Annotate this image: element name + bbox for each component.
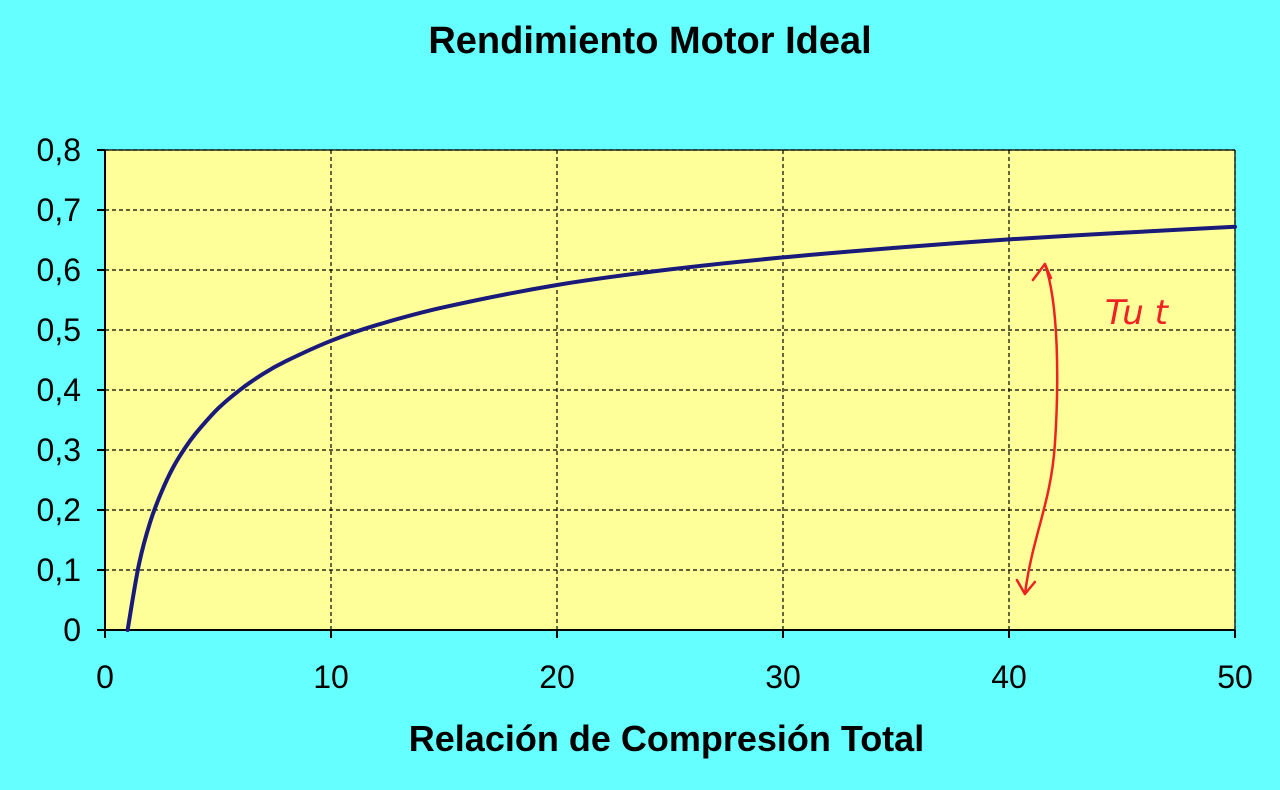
series-group <box>125 224 1237 632</box>
x-tick-label: 10 <box>313 659 349 695</box>
x-tick-label: 50 <box>1217 659 1253 695</box>
x-tick-label: 40 <box>991 659 1027 695</box>
handwritten-annotation: Tu t <box>1015 262 1170 596</box>
axes <box>97 149 1236 638</box>
y-tick-label: 0,1 <box>37 552 81 588</box>
x-tick-label: 30 <box>765 659 801 695</box>
annotation-arrowhead-top <box>1031 262 1053 282</box>
chart-title: Rendimiento Motor Ideal <box>428 20 872 62</box>
y-tick-label: 0,2 <box>37 492 81 528</box>
series-line <box>125 224 1237 632</box>
x-tick-label: 20 <box>539 659 575 695</box>
x-axis-label: Relación de Compresión Total <box>408 718 925 759</box>
y-tick-label: 0,3 <box>37 432 81 468</box>
annotation-arrowhead-bottom <box>1015 578 1037 596</box>
y-tick-label: 0,8 <box>37 132 81 168</box>
x-tick-label: 0 <box>96 659 114 695</box>
annotation-label: Tu t <box>1105 293 1170 333</box>
y-tick-label: 0,4 <box>37 372 81 408</box>
y-tick-label: 0,6 <box>37 252 81 288</box>
y-tick-label: 0 <box>63 612 81 648</box>
y-tick-label: 0,7 <box>37 192 81 228</box>
tick-labels: 0 0,1 0,2 0,3 0,4 0,5 0,6 0,7 0,8 0 10 20 30 40 50 <box>37 132 1253 695</box>
y-tick-label: 0,5 <box>37 312 81 348</box>
annotation-arrow <box>1023 262 1059 596</box>
